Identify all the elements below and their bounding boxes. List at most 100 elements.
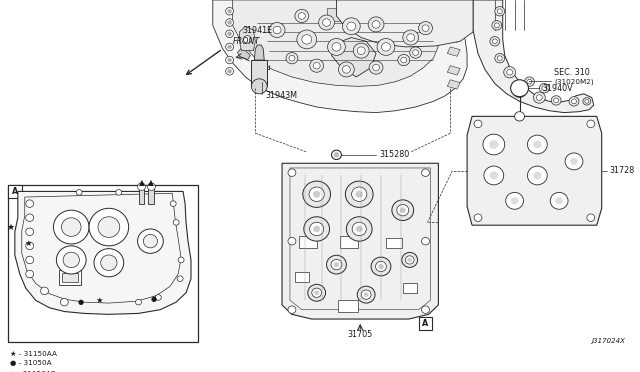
Circle shape — [40, 287, 49, 295]
Circle shape — [377, 38, 395, 55]
Polygon shape — [212, 0, 467, 113]
Circle shape — [587, 214, 595, 221]
Circle shape — [138, 183, 145, 190]
Circle shape — [372, 20, 380, 28]
Circle shape — [226, 68, 234, 75]
Polygon shape — [447, 66, 460, 75]
Circle shape — [332, 43, 341, 51]
Circle shape — [422, 169, 429, 176]
Circle shape — [527, 166, 547, 185]
Text: ★: ★ — [7, 222, 15, 232]
Circle shape — [53, 210, 89, 244]
Circle shape — [178, 257, 184, 263]
Circle shape — [156, 295, 161, 300]
Polygon shape — [337, 0, 473, 47]
Circle shape — [98, 217, 120, 237]
Circle shape — [565, 153, 583, 170]
Circle shape — [533, 172, 541, 179]
Circle shape — [556, 198, 563, 204]
Circle shape — [368, 17, 384, 32]
Circle shape — [506, 192, 524, 209]
Circle shape — [312, 288, 321, 297]
Circle shape — [346, 217, 372, 241]
Circle shape — [138, 229, 163, 253]
Circle shape — [587, 120, 595, 128]
Bar — [299, 237, 317, 248]
Circle shape — [583, 97, 591, 105]
Polygon shape — [447, 80, 460, 89]
Circle shape — [334, 153, 339, 157]
Circle shape — [542, 86, 547, 90]
Polygon shape — [332, 38, 376, 77]
Circle shape — [376, 261, 387, 272]
Bar — [403, 283, 417, 293]
Circle shape — [226, 43, 234, 51]
Text: SEC. 310: SEC. 310 — [554, 68, 590, 77]
Circle shape — [89, 208, 129, 246]
Circle shape — [177, 276, 183, 282]
Circle shape — [422, 237, 429, 245]
Bar — [60, 270, 81, 285]
Circle shape — [352, 222, 366, 236]
Circle shape — [515, 112, 525, 121]
Circle shape — [483, 134, 505, 155]
Text: A: A — [12, 187, 18, 196]
Circle shape — [26, 200, 34, 207]
Circle shape — [332, 150, 341, 160]
Circle shape — [570, 158, 577, 165]
Text: 31943M: 31943M — [265, 91, 297, 100]
Circle shape — [288, 306, 296, 313]
Circle shape — [310, 59, 324, 72]
Circle shape — [116, 190, 122, 195]
Circle shape — [392, 200, 413, 221]
Circle shape — [309, 187, 324, 202]
Circle shape — [351, 187, 367, 202]
Circle shape — [304, 217, 330, 241]
Circle shape — [273, 26, 281, 34]
Text: ●: ● — [78, 299, 84, 305]
Circle shape — [527, 135, 547, 154]
Circle shape — [490, 36, 500, 46]
Circle shape — [346, 181, 373, 207]
Circle shape — [26, 256, 34, 264]
Circle shape — [331, 259, 342, 270]
Circle shape — [76, 190, 82, 195]
Circle shape — [405, 256, 414, 264]
Polygon shape — [473, 0, 594, 113]
Circle shape — [474, 120, 482, 128]
Circle shape — [511, 198, 518, 204]
Circle shape — [228, 45, 232, 49]
Polygon shape — [467, 116, 602, 225]
Text: ▲: ▲ — [148, 177, 154, 186]
Circle shape — [527, 79, 532, 84]
Circle shape — [516, 88, 523, 94]
Bar — [252, 60, 267, 86]
Circle shape — [100, 255, 117, 270]
Circle shape — [401, 57, 407, 63]
Circle shape — [507, 70, 513, 75]
Circle shape — [585, 99, 589, 103]
Circle shape — [26, 228, 34, 235]
Circle shape — [356, 191, 363, 198]
Circle shape — [61, 218, 81, 236]
Circle shape — [298, 13, 305, 19]
Circle shape — [228, 32, 232, 36]
Circle shape — [334, 262, 339, 267]
Circle shape — [136, 299, 141, 305]
Circle shape — [492, 39, 497, 44]
Polygon shape — [254, 45, 264, 60]
Circle shape — [400, 208, 406, 213]
Circle shape — [313, 62, 320, 69]
Bar — [8, 185, 22, 198]
Circle shape — [314, 226, 320, 232]
Circle shape — [310, 222, 324, 236]
Circle shape — [226, 56, 234, 64]
Circle shape — [326, 255, 346, 274]
Circle shape — [371, 257, 391, 276]
Circle shape — [353, 43, 369, 58]
Circle shape — [536, 95, 542, 100]
Bar — [295, 272, 308, 282]
Text: 315280: 315280 — [379, 150, 409, 159]
Polygon shape — [282, 163, 438, 319]
Text: 31728: 31728 — [609, 166, 635, 175]
